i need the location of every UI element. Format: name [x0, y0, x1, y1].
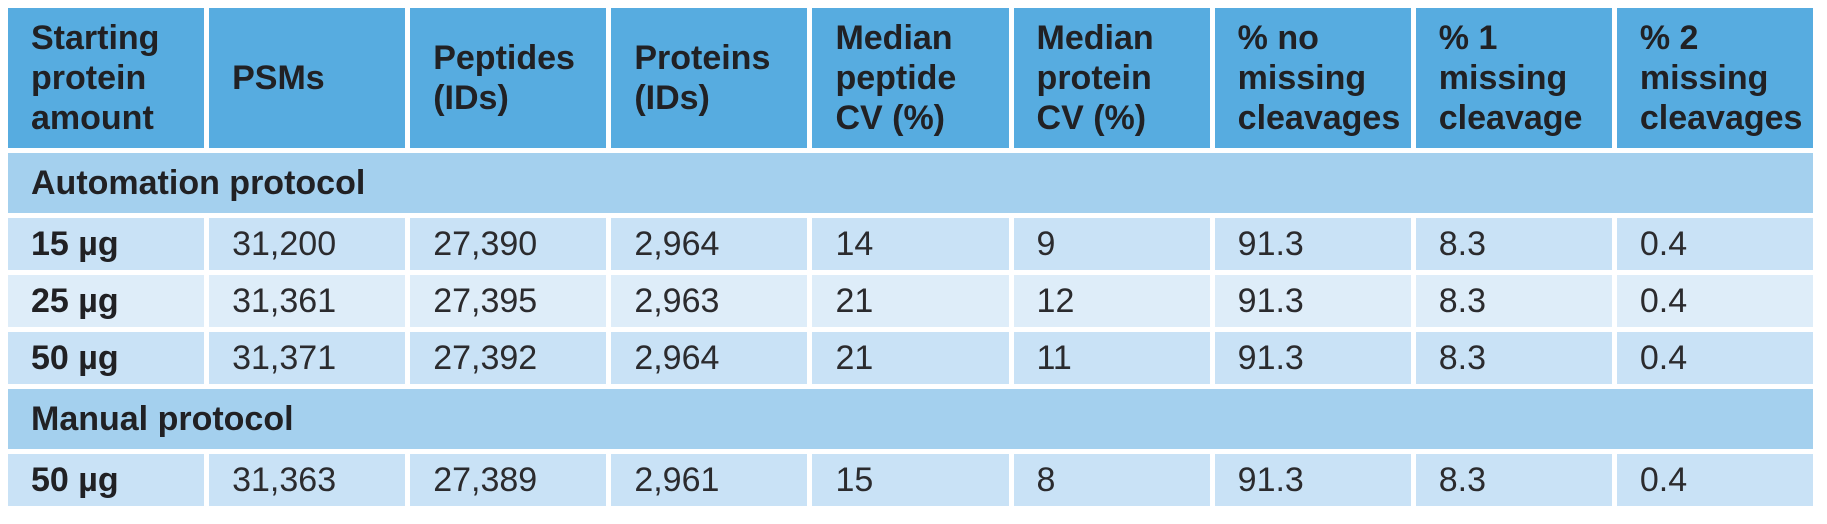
section-title: Manual protocol [31, 399, 294, 438]
data-cell-pct-no-missing: 91.3 [1214, 275, 1411, 327]
data-cell-median-peptide-cv: 14 [812, 218, 1009, 270]
header-label: Starting protein amount [31, 19, 160, 137]
data-cell-median-peptide-cv: 21 [812, 332, 1009, 384]
data-cell-psms: 31,361 [209, 275, 406, 327]
header-label: % 2 missing cleavages [1639, 19, 1803, 137]
data-cell-peptides: 27,392 [410, 332, 607, 384]
table-row: 25 µg 31,361 27,395 2,963 21 12 91.3 8.3… [8, 275, 1813, 327]
data-cell-median-peptide-cv: 21 [812, 275, 1009, 327]
data-cell-median-protein-cv: 9 [1013, 218, 1210, 270]
data-cell-peptides: 27,389 [410, 454, 607, 506]
data-cell-median-protein-cv: 12 [1013, 275, 1210, 327]
results-table: Starting protein amount PSMs Peptides (I… [8, 8, 1813, 506]
data-cell-psms: 31,371 [209, 332, 406, 384]
data-cell-median-peptide-cv: 15 [812, 454, 1009, 506]
table-row: 15 µg 31,200 27,390 2,964 14 9 91.3 8.3 … [8, 218, 1813, 270]
data-cell-proteins: 2,961 [611, 454, 808, 506]
header-cell-pct-2-missing-cleavages: % 2 missing cleavages [1616, 8, 1813, 148]
data-cell-peptides: 27,395 [410, 275, 607, 327]
row-label-cell: 25 µg [8, 275, 205, 327]
data-cell-pct-1-missing: 8.3 [1415, 275, 1612, 327]
header-cell-peptides-ids: Peptides (IDs) [410, 8, 607, 148]
header-cell-median-peptide-cv: Median peptide CV (%) [812, 8, 1009, 148]
data-cell-proteins: 2,964 [611, 332, 808, 384]
data-cell-pct-2-missing: 0.4 [1616, 332, 1813, 384]
header-cell-pct-1-missing-cleavage: % 1 missing cleavage [1415, 8, 1612, 148]
data-cell-median-protein-cv: 11 [1013, 332, 1210, 384]
header-cell-pct-no-missing-cleavages: % no missing cleavages [1214, 8, 1411, 148]
header-label: % no missing cleavages [1237, 19, 1401, 137]
section-row-manual-protocol: Manual protocol [8, 389, 1813, 449]
data-cell-proteins: 2,963 [611, 275, 808, 327]
data-cell-pct-no-missing: 91.3 [1214, 218, 1411, 270]
data-cell-psms: 31,363 [209, 454, 406, 506]
section-title: Automation protocol [31, 163, 366, 202]
data-cell-peptides: 27,390 [410, 218, 607, 270]
data-cell-pct-no-missing: 91.3 [1214, 454, 1411, 506]
data-cell-median-protein-cv: 8 [1013, 454, 1210, 506]
data-cell-psms: 31,200 [209, 218, 406, 270]
header-label: % 1 missing cleavage [1438, 19, 1583, 137]
row-label-cell: 50 µg [8, 454, 205, 506]
row-label-cell: 50 µg [8, 332, 205, 384]
data-cell-pct-no-missing: 91.3 [1214, 332, 1411, 384]
header-label: PSMs [232, 59, 325, 97]
header-cell-median-protein-cv: Median protein CV (%) [1013, 8, 1210, 148]
header-cell-psms: PSMs [209, 8, 406, 148]
header-cell-proteins-ids: Proteins (IDs) [611, 8, 808, 148]
header-label: Median peptide CV (%) [835, 19, 957, 137]
header-cell-starting-protein-amount: Starting protein amount [8, 8, 205, 148]
data-cell-pct-2-missing: 0.4 [1616, 218, 1813, 270]
table-row: 50 µg 31,363 27,389 2,961 15 8 91.3 8.3 … [8, 454, 1813, 506]
data-cell-pct-2-missing: 0.4 [1616, 275, 1813, 327]
row-label-cell: 15 µg [8, 218, 205, 270]
header-row: Starting protein amount PSMs Peptides (I… [8, 8, 1813, 148]
data-cell-pct-1-missing: 8.3 [1415, 332, 1612, 384]
header-label: Proteins (IDs) [634, 39, 771, 117]
data-cell-pct-2-missing: 0.4 [1616, 454, 1813, 506]
table-row: 50 µg 31,371 27,392 2,964 21 11 91.3 8.3… [8, 332, 1813, 384]
header-label: Peptides (IDs) [433, 39, 575, 117]
section-row-automation-protocol: Automation protocol [8, 153, 1813, 213]
data-cell-pct-1-missing: 8.3 [1415, 454, 1612, 506]
data-cell-pct-1-missing: 8.3 [1415, 218, 1612, 270]
header-label: Median protein CV (%) [1036, 19, 1154, 137]
data-cell-proteins: 2,964 [611, 218, 808, 270]
